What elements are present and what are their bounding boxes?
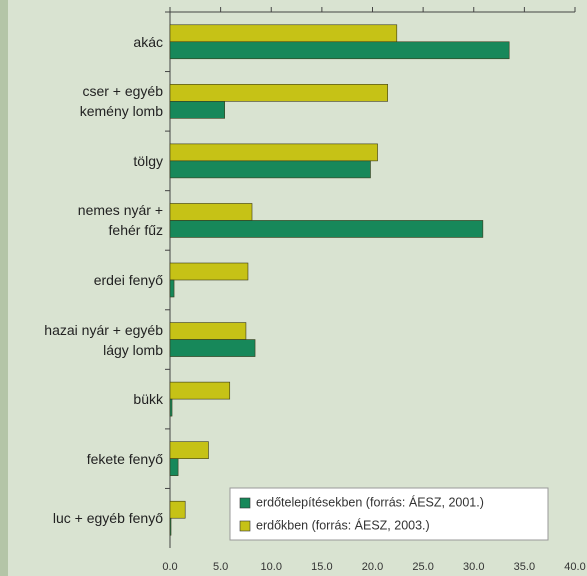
edge: [0, 0, 8, 576]
x-tick-label: 5.0: [213, 561, 228, 573]
bar: [169, 517, 172, 536]
x-tick-label: 40.0: [564, 561, 585, 573]
x-tick-label: 25.0: [412, 561, 433, 573]
bar: [169, 458, 179, 476]
bar: [169, 101, 225, 119]
bar: [169, 500, 186, 519]
x-tick-label: 30.0: [463, 561, 484, 573]
legend-swatch: [239, 520, 251, 532]
bar: [169, 143, 378, 162]
x-tick-label: 0.0: [162, 561, 177, 573]
bar: [169, 84, 388, 102]
category-label: bükk: [133, 391, 163, 408]
bar: [169, 398, 173, 417]
category-label: akác: [133, 33, 163, 50]
category-label: cser + egyéb kemény lomb: [79, 83, 163, 120]
category-label: luc + egyéb fenyő: [52, 510, 163, 527]
legend-swatch: [239, 497, 251, 509]
bar: [169, 441, 209, 459]
bar: [169, 41, 510, 60]
bar: [169, 220, 484, 238]
bar: [169, 339, 256, 357]
bar: [169, 203, 253, 221]
legend-label: erdőtelepítésekben (forrás: ÁESZ, 2001.): [256, 494, 484, 509]
bar: [169, 322, 247, 340]
x-tick-label: 15.0: [311, 561, 332, 573]
category-label: tölgy: [133, 152, 163, 169]
category-label: nemes nyár + fehér fűz: [77, 202, 163, 239]
x-tick-label: 20.0: [362, 561, 383, 573]
bar: [169, 262, 249, 281]
bar: [169, 279, 175, 298]
legend-box: [229, 487, 549, 541]
legend-label: erdőkben (forrás: ÁESZ, 2003.): [256, 517, 430, 532]
x-tick-label: 35.0: [514, 561, 535, 573]
category-label: fekete fenyő: [86, 450, 163, 467]
bar: [169, 160, 371, 179]
x-tick-label: 10.0: [261, 561, 282, 573]
category-label: erdei fenyő: [93, 272, 163, 288]
bar: [169, 381, 231, 400]
category-label: hazai nyár + egyéb lágy lomb: [44, 321, 163, 358]
bar: [169, 24, 398, 43]
